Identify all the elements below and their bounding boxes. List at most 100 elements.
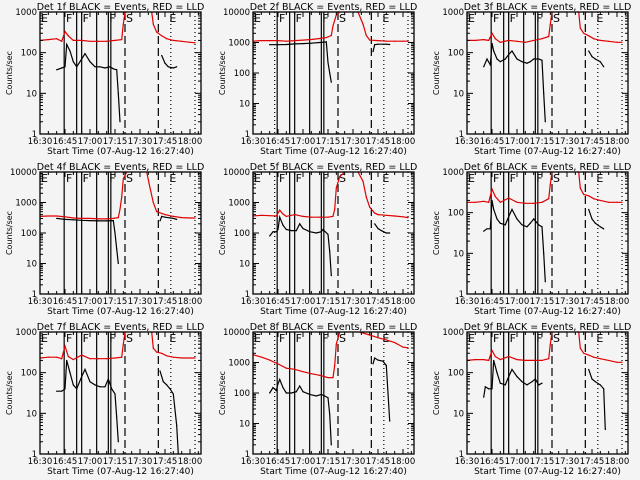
lld-data-point — [499, 201, 501, 203]
events-data-point — [534, 378, 536, 380]
events-data-point — [603, 66, 605, 68]
lld-data-point — [269, 359, 271, 361]
lld-data-point — [310, 216, 312, 218]
events-data-point — [533, 58, 535, 60]
lld-data-point — [327, 376, 329, 379]
lld-data-point — [616, 41, 618, 43]
marker-label: F — [322, 12, 328, 25]
events-data-point — [330, 275, 332, 277]
events-data-point — [302, 43, 304, 45]
lld-data-point — [89, 358, 91, 360]
y-tick-label: 1000 — [442, 168, 464, 178]
events-data-point — [56, 390, 58, 392]
events-data-point — [594, 222, 596, 224]
marker-label: E — [41, 172, 48, 185]
events-data-point — [117, 441, 119, 443]
lld-data-point — [516, 358, 518, 361]
lld-data-point — [194, 42, 196, 44]
lld-data-point — [548, 358, 550, 360]
events-data-point — [162, 381, 164, 383]
events-data-point — [544, 281, 546, 283]
lld-data-point — [334, 364, 336, 367]
x-axis-label: Start Time (07-Aug-12 16:27:40) — [474, 307, 621, 317]
panel-title: Det 3f BLACK = Events, RED = LLD — [464, 2, 632, 13]
x-tick-label: 16:30 — [28, 457, 53, 467]
lld-data-point — [483, 38, 485, 41]
events-data-point — [486, 228, 488, 230]
lld-data-point — [302, 39, 304, 41]
x-tick-label: 17:45 — [153, 137, 178, 147]
x-tick-label: 17:30 — [128, 137, 153, 147]
marker-label: E — [169, 172, 176, 185]
events-data-point — [493, 50, 495, 52]
events-data-point — [538, 384, 540, 386]
y-tick-label: 10 — [239, 420, 250, 430]
x-tick-label: 18:00 — [391, 457, 416, 467]
x-tick-label: 17:30 — [341, 297, 366, 307]
events-data-point — [484, 386, 486, 388]
marker-label: E — [382, 332, 389, 345]
y-axis-label: Counts/sec — [218, 51, 227, 95]
lld-data-point — [593, 356, 595, 358]
x-tick-label: 17:15 — [316, 457, 341, 467]
lld-data-point — [407, 347, 409, 349]
events-data-point — [282, 387, 284, 389]
lld-data-point — [608, 359, 610, 362]
lld-data-point — [47, 215, 49, 217]
events-data-point — [159, 220, 161, 222]
events-data-point — [489, 228, 491, 230]
events-data-point — [272, 231, 274, 233]
x-tick-label: 17:00 — [78, 137, 103, 147]
lld-series-line — [357, 172, 409, 219]
lld-data-point — [335, 187, 337, 189]
x-tick-label: 18:00 — [178, 457, 203, 467]
events-data-point — [591, 218, 593, 220]
x-tick-label: 16:45 — [480, 457, 505, 467]
plot-frame — [466, 171, 629, 295]
events-data-point — [176, 218, 178, 220]
x-tick-label: 16:30 — [455, 457, 480, 467]
lld-data-point — [72, 217, 74, 219]
events-data-point — [109, 66, 111, 68]
marker-label: F — [109, 332, 115, 345]
y-tick-label: 1 — [32, 450, 37, 460]
x-tick-label: 17:00 — [291, 297, 316, 307]
events-data-point — [541, 382, 543, 384]
x-tick-label: 17:00 — [78, 457, 103, 467]
events-data-point — [483, 396, 485, 398]
panel-title: Det 5f BLACK = Events, RED = LLD — [250, 162, 418, 173]
events-data-point — [269, 44, 271, 46]
y-tick-label: 1 — [459, 290, 464, 300]
lld-data-point — [494, 195, 496, 198]
x-tick-label: 17:30 — [555, 297, 580, 307]
lld-data-point — [72, 358, 74, 361]
events-data-point — [81, 58, 83, 60]
lld-data-point — [277, 40, 279, 42]
marker-label: F — [510, 332, 516, 345]
lld-data-point — [588, 195, 590, 197]
events-data-point — [76, 66, 78, 68]
lld-data-point — [121, 38, 123, 41]
lld-data-point — [319, 216, 321, 218]
lld-data-point — [621, 361, 623, 363]
marker-label: F — [536, 172, 542, 185]
y-tick-label: 100 — [21, 49, 37, 59]
lld-data-point — [394, 341, 396, 344]
lld-data-point — [72, 39, 74, 42]
lld-data-point — [181, 357, 183, 359]
events-data-point — [172, 67, 174, 69]
events-data-point — [329, 413, 331, 415]
lld-data-point — [149, 187, 151, 189]
lld-data-point — [579, 347, 581, 349]
lld-data-point — [67, 355, 69, 358]
events-data-point — [56, 69, 58, 71]
x-tick-label: 17:30 — [341, 137, 366, 147]
x-tick-label: 16:45 — [480, 297, 505, 307]
events-data-point — [310, 42, 312, 44]
marker-label: S — [339, 172, 346, 185]
events-data-point — [496, 218, 498, 220]
events-data-point — [491, 388, 493, 390]
lld-data-point — [122, 23, 124, 25]
